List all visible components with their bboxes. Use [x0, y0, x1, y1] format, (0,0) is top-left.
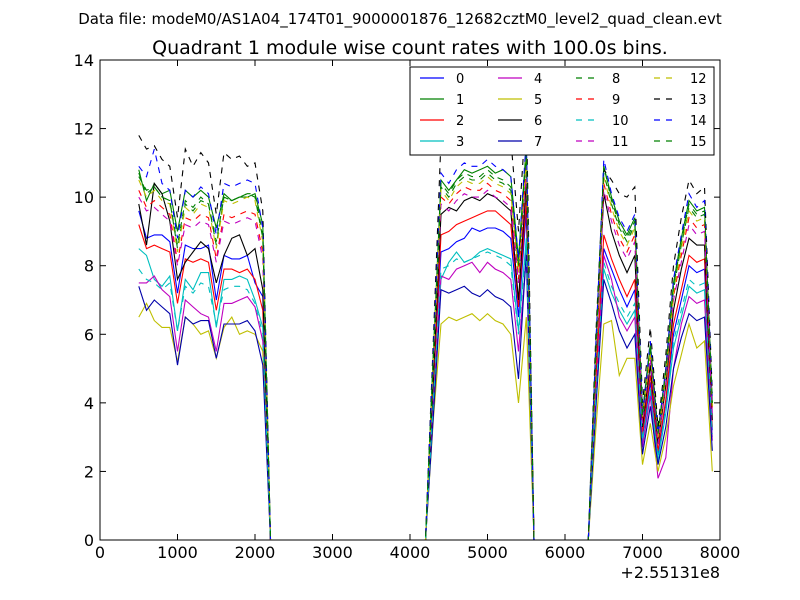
series-line-2 [138, 200, 713, 540]
series-line-4 [138, 255, 713, 540]
series-line-5 [138, 302, 713, 540]
legend-label-5: 5 [534, 93, 542, 108]
y-tick-label: 10 [74, 188, 94, 207]
y-tick-label: 6 [84, 325, 94, 344]
series-line-12 [138, 159, 713, 540]
y-tick-label: 14 [74, 51, 94, 70]
x-tick-label: 2000 [235, 543, 276, 562]
legend-label-3: 3 [456, 135, 464, 150]
series-line-11 [138, 173, 713, 540]
figure-suptitle: Data file: modeM0/AS1A04_174T01_90000018… [78, 10, 722, 29]
y-tick-label: 4 [84, 394, 94, 413]
series-line-9 [138, 166, 713, 540]
legend-label-13: 13 [690, 93, 707, 108]
legend-label-1: 1 [456, 93, 464, 108]
legend-label-11: 11 [612, 135, 629, 150]
legend-label-7: 7 [534, 135, 542, 150]
x-tick-label: 3000 [312, 543, 353, 562]
series-line-0 [138, 210, 713, 540]
series-line-7 [138, 251, 713, 540]
chart-title: Quadrant 1 module wise count rates with … [152, 37, 668, 59]
series-line-6 [138, 181, 713, 540]
series-line-8 [138, 155, 713, 540]
y-tick-label: 2 [84, 462, 94, 481]
legend-label-9: 9 [612, 93, 620, 108]
legend-label-0: 0 [456, 72, 464, 87]
y-tick-label: 8 [84, 257, 94, 276]
x-tick-label: 0 [95, 543, 105, 562]
axis-ticks: 0 1000 2000 3000 4000 5000 6000 7000 80000246810… [74, 51, 741, 562]
series-line-10 [138, 245, 713, 540]
legend-label-6: 6 [534, 114, 542, 129]
legend-label-10: 10 [612, 114, 629, 129]
series-line-15 [138, 152, 713, 540]
legend-box [409, 66, 715, 156]
legend-label-12: 12 [690, 72, 707, 87]
legend-label-15: 15 [690, 135, 707, 150]
legend-label-14: 14 [690, 114, 707, 129]
y-tick-label: 12 [74, 120, 94, 139]
x-tick-label: 7000 [622, 543, 663, 562]
series-line-14 [138, 138, 713, 540]
legend-label-2: 2 [456, 114, 464, 129]
x-tick-label: 5000 [467, 543, 508, 562]
legend-label-4: 4 [534, 72, 542, 87]
y-tick-label: 0 [84, 531, 94, 550]
x-tick-label: 4000 [390, 543, 431, 562]
legend-label-8: 8 [612, 72, 620, 87]
x-offset-label: +2.55131e8 [620, 563, 720, 582]
x-tick-label: 6000 [545, 543, 586, 562]
x-tick-label: 8000 [700, 543, 741, 562]
x-tick-label: 1000 [157, 543, 198, 562]
